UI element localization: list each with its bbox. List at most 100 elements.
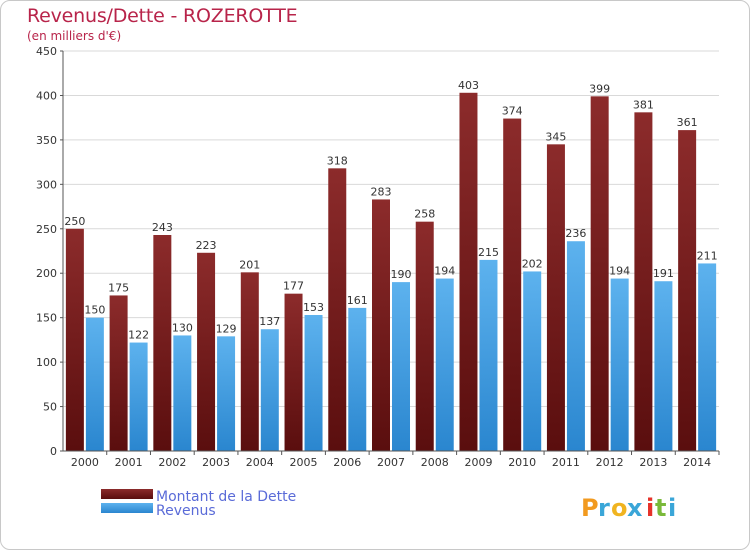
bar-dette-2003 [197, 252, 216, 451]
data-label-revenus-2002: 130 [172, 321, 193, 334]
legend-label-revenus: Revenus [156, 503, 216, 519]
data-label-dette-2011: 345 [545, 130, 566, 143]
data-label-dette-2003: 223 [196, 239, 217, 252]
data-label-revenus-2000: 150 [84, 304, 105, 317]
data-label-dette-2014: 361 [677, 116, 698, 129]
svg-text:o: o [611, 494, 628, 522]
bar-dette-2008 [415, 221, 434, 451]
data-label-revenus-2007: 190 [391, 268, 412, 281]
bar-revenus-2001 [129, 342, 148, 451]
bar-dette-2011 [546, 144, 565, 452]
data-label-dette-2006: 318 [327, 154, 348, 167]
x-tick-label: 2011 [552, 456, 580, 469]
x-tick-label: 2014 [683, 456, 711, 469]
svg-text:i: i [668, 494, 676, 522]
bar-dette-2000 [65, 228, 84, 451]
data-label-revenus-2013: 191 [653, 267, 674, 280]
x-tick-label: 2002 [158, 456, 186, 469]
y-tick-label: 450 [36, 45, 57, 58]
data-label-dette-2009: 403 [458, 79, 479, 92]
data-label-dette-2012: 399 [589, 82, 610, 95]
bar-dette-2006 [328, 168, 347, 452]
data-label-dette-2007: 283 [371, 185, 392, 198]
y-tick-label: 350 [36, 134, 57, 147]
x-tick-label: 2006 [333, 456, 361, 469]
bar-revenus-2004 [260, 329, 279, 451]
gridlines [63, 50, 719, 408]
bar-revenus-2012 [610, 278, 629, 451]
y-tick-label: 400 [36, 89, 57, 102]
chart-title: Revenus/Dette - ROZEROTTE [27, 5, 298, 27]
x-tick-label: 2000 [71, 456, 99, 469]
data-label-revenus-2005: 153 [303, 301, 324, 314]
x-tick-label: 2003 [202, 456, 230, 469]
bar-dette-2007 [372, 199, 390, 451]
y-tick-label: 150 [36, 312, 57, 325]
bar-dette-2002 [153, 235, 172, 451]
y-tick-label: 200 [36, 267, 57, 280]
bar-dette-2012 [590, 96, 609, 451]
legend-label-debt: Montant de la Dette [156, 489, 296, 505]
bar-revenus-2014 [698, 263, 717, 451]
legend-swatch-revenus [101, 503, 153, 513]
bar-revenus-2006 [348, 307, 367, 451]
x-tick-label: 2009 [464, 456, 492, 469]
bar-revenus-2007 [392, 282, 410, 451]
data-label-revenus-2008: 194 [434, 265, 455, 278]
data-label-dette-2005: 177 [283, 280, 304, 293]
y-tick-label: 0 [50, 445, 57, 458]
data-label-revenus-2014: 211 [697, 249, 718, 262]
data-label-revenus-2011: 236 [565, 227, 586, 240]
data-label-dette-2010: 374 [502, 105, 523, 118]
svg-text:t: t [655, 494, 666, 522]
bar-revenus-2002 [173, 335, 192, 451]
data-label-revenus-2006: 161 [347, 294, 368, 307]
legend-swatch-debt [101, 489, 153, 499]
data-label-revenus-2001: 122 [128, 329, 149, 342]
chart-subtitle: (en milliers d'€) [27, 29, 122, 43]
data-label-dette-2008: 258 [414, 208, 435, 221]
bar-dette-2014 [678, 130, 697, 451]
bar-revenus-2011 [566, 241, 585, 451]
svg-text:r: r [598, 494, 610, 522]
svg-text:P: P [581, 494, 599, 522]
legend: Montant de la Dette Revenus [101, 489, 296, 519]
y-tick-label: 300 [36, 178, 57, 191]
x-tick-label: 2012 [596, 456, 624, 469]
x-tick-label: 2005 [290, 456, 318, 469]
axes: 0 50 100 150 200 250 300 350 400 450 2000 2001 2002 2… [36, 45, 720, 469]
x-tick-label: 2008 [421, 456, 449, 469]
y-tick-label: 250 [36, 223, 57, 236]
data-label-revenus-2009: 215 [478, 246, 499, 259]
data-label-revenus-2003: 129 [216, 322, 237, 335]
bar-dette-2004 [240, 272, 259, 451]
bars [65, 92, 717, 452]
data-label-dette-2004: 201 [239, 258, 260, 271]
data-label-dette-2000: 250 [64, 215, 85, 228]
data-label-revenus-2012: 194 [609, 265, 630, 278]
bar-revenus-2008 [435, 278, 454, 451]
data-label-dette-2013: 381 [633, 98, 654, 111]
x-tick-label: 2010 [508, 456, 536, 469]
bar-dette-2001 [109, 295, 128, 451]
x-tick-label: 2004 [246, 456, 274, 469]
svg-text:i: i [646, 494, 654, 522]
y-tick-label: 50 [43, 401, 57, 414]
bar-revenus-2010 [523, 271, 542, 451]
data-label-revenus-2010: 202 [522, 257, 543, 270]
x-tick-label: 2007 [377, 456, 405, 469]
data-label-dette-2001: 175 [108, 281, 129, 294]
x-tick-label: 2001 [115, 456, 143, 469]
bar-revenus-2000 [85, 317, 104, 451]
bar-revenus-2003 [217, 336, 236, 451]
y-tick-label: 100 [36, 356, 57, 369]
data-label-dette-2002: 243 [152, 221, 173, 234]
svg-text:x: x [627, 494, 643, 522]
bar-dette-2010 [503, 118, 522, 452]
bar-revenus-2013 [654, 281, 673, 451]
bar-revenus-2009 [479, 259, 498, 451]
data-label-revenus-2004: 137 [259, 315, 280, 328]
